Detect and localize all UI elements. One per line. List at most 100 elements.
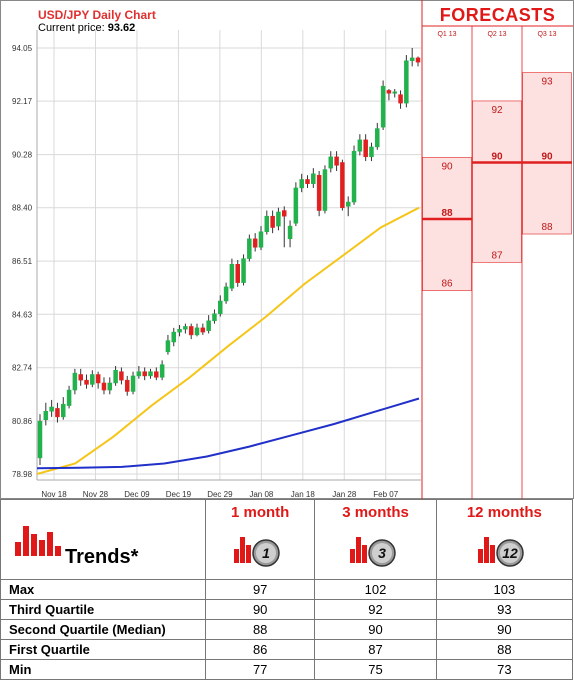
- table-row: Max 97 102 103: [0, 579, 574, 600]
- candle-body: [78, 374, 83, 381]
- mini-bar: [361, 545, 367, 563]
- row-label: Max: [0, 579, 206, 600]
- header-1-month: 1 month 1: [204, 499, 316, 580]
- clock-inner: [371, 543, 392, 563]
- x-tick-label: Dec 19: [166, 490, 192, 499]
- cell-value: 75: [314, 659, 437, 680]
- candle-body: [130, 375, 136, 392]
- candle-body: [95, 374, 101, 384]
- moving-average-blue-line: [36, 397, 420, 470]
- forecast-quarter-label: Q1 13: [437, 31, 456, 38]
- candle-body: [229, 264, 235, 289]
- candle-body: [101, 382, 107, 391]
- moving-average-yellow-line: [36, 206, 420, 475]
- cell-value: 97: [204, 579, 316, 600]
- candle-body: [340, 162, 345, 208]
- row-label: Second Quartile (Median): [0, 619, 206, 640]
- current-price-label: Current price:: [38, 22, 105, 34]
- trends-header-cell: Trends*: [0, 499, 206, 580]
- candle-body: [380, 85, 386, 128]
- row-label: Third Quartile: [0, 599, 206, 620]
- forecast-box: [472, 100, 522, 263]
- candle-body: [223, 286, 229, 302]
- candle-body: [363, 139, 368, 158]
- mini-bar: [490, 545, 496, 563]
- y-tick-label: 92.17: [12, 97, 33, 106]
- mini-bar: [484, 537, 490, 563]
- row-label: Min: [0, 659, 206, 680]
- candle-body: [386, 90, 392, 94]
- candle-body: [183, 326, 188, 330]
- candle-body: [328, 156, 334, 169]
- trends-table: Trends* 1 month 1 3 months 3 12 months 1…: [0, 499, 574, 680]
- forecasts-header: FORECASTS: [439, 5, 556, 25]
- y-tick-label: 90.28: [12, 151, 33, 160]
- y-tick-label: 88.40: [12, 204, 33, 213]
- candle-body: [351, 150, 357, 203]
- candle-body: [113, 370, 118, 384]
- candle-body: [375, 128, 380, 148]
- header-3-months: 3 months 3: [314, 499, 437, 580]
- x-tick-label: Nov 28: [83, 490, 109, 499]
- candle-body: [61, 403, 66, 418]
- candle-body: [357, 139, 363, 152]
- candle-body: [66, 389, 72, 406]
- clock-number: 1: [262, 545, 270, 561]
- x-tick-label: Nov 18: [41, 490, 67, 499]
- clock-number: 3: [378, 545, 386, 561]
- bar-chart-icon: [15, 526, 61, 556]
- candle-body: [305, 179, 310, 184]
- candle-body: [398, 94, 403, 104]
- y-tick-label: 84.63: [12, 310, 33, 319]
- forecast-q1-label: 86: [441, 279, 453, 290]
- forecast-q3-label: 90: [441, 161, 453, 172]
- candle-body: [165, 340, 171, 353]
- candle-body: [154, 371, 159, 378]
- candle-body: [159, 364, 165, 378]
- y-tick-label: 86.51: [12, 257, 33, 266]
- forecast-box: [522, 72, 572, 235]
- forecast-q1-label: 87: [491, 250, 503, 261]
- x-tick-label: Dec 29: [207, 490, 233, 499]
- candle-body: [281, 210, 287, 217]
- x-tick-label: Feb 07: [373, 490, 398, 499]
- candle-body: [415, 57, 421, 63]
- candle-body: [212, 313, 217, 322]
- candle-body: [177, 329, 182, 333]
- x-tick-label: Jan 18: [291, 490, 316, 499]
- header-12-months-label: 12 months: [466, 504, 542, 521]
- table-row: Third Quartile 90 92 93: [0, 599, 574, 620]
- forecast-quarter-label: Q3 13: [537, 31, 556, 38]
- clock-inner: [500, 543, 521, 563]
- forecast-q3-label: 92: [491, 105, 503, 116]
- candle-body: [404, 60, 409, 104]
- candle-body: [218, 300, 223, 314]
- candle-body: [316, 174, 322, 211]
- candle-body: [84, 379, 89, 385]
- y-tick-label: 82.74: [12, 364, 33, 373]
- candle-body: [270, 215, 275, 228]
- forecast-median-label: 90: [491, 151, 503, 162]
- candle-body: [392, 91, 397, 94]
- row-label: First Quartile: [0, 639, 206, 660]
- cell-value: 93: [435, 599, 574, 620]
- candle-body: [49, 406, 54, 412]
- header-1-month-label: 1 month: [231, 504, 290, 521]
- cell-value: 87: [314, 639, 437, 660]
- candle-body: [369, 146, 374, 158]
- candle-body: [171, 331, 177, 343]
- candle-body: [252, 238, 258, 248]
- x-tick-label: Jan 28: [332, 490, 357, 499]
- clock-number: 12: [503, 545, 519, 561]
- table-row: Min 77 75 73: [0, 659, 574, 680]
- candle-body: [194, 327, 200, 336]
- cell-value: 102: [314, 579, 437, 600]
- candle-body: [241, 258, 246, 283]
- candle-body: [55, 408, 60, 418]
- table-row: First Quartile 86 87 88: [0, 639, 574, 660]
- mini-bar: [240, 537, 246, 563]
- candle-body: [293, 187, 299, 224]
- candle-body: [142, 371, 147, 377]
- forecast-q3-label: 93: [541, 77, 553, 88]
- cell-value: 88: [204, 619, 316, 640]
